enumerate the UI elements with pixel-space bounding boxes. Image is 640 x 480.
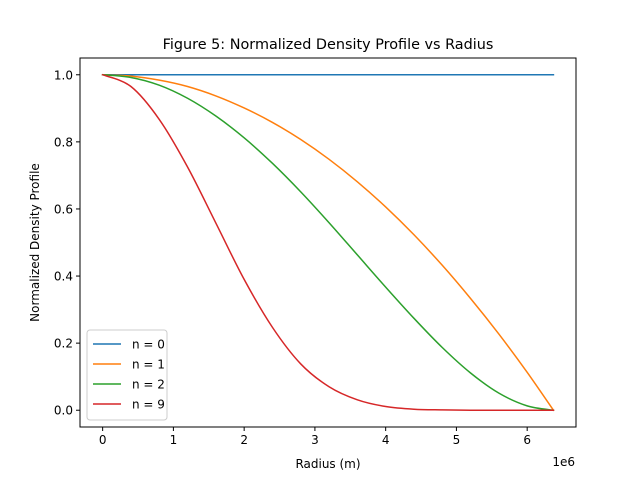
x-tick-label: 1: [170, 433, 178, 447]
x-axis-ticks: 0 1 2 3 4 5 6: [99, 427, 531, 447]
x-axis-label: Radius (m): [295, 457, 360, 471]
x-tick-label: 3: [311, 433, 319, 447]
x-tick-label: 2: [240, 433, 248, 447]
legend-box: [86, 329, 168, 421]
y-tick-label: 0.4: [54, 270, 73, 284]
series-line-2: [101, 73, 555, 412]
x-tick-label: 6: [523, 433, 531, 447]
y-tick-label: 0.8: [54, 135, 73, 149]
plot-lines: [101, 73, 555, 412]
series-line-3: [101, 73, 555, 412]
legend-label: n = 1: [132, 358, 165, 372]
y-tick-label: 0.6: [54, 202, 73, 216]
x-axis-offset-text: 1e6: [552, 455, 575, 469]
y-tick-label: 1.0: [54, 68, 73, 82]
chart-title: Figure 5: Normalized Density Profile vs …: [163, 37, 494, 53]
y-axis-ticks: 0.0 0.2 0.4 0.6 0.8 1.0: [54, 68, 80, 418]
y-axis-label: Normalized Density Profile: [28, 163, 42, 322]
y-tick-label: 0.2: [54, 337, 73, 351]
x-tick-label: 4: [382, 433, 390, 447]
legend: n = 0 n = 1 n = 2 n = 9: [86, 329, 168, 421]
x-tick-label: 0: [99, 433, 107, 447]
series-line-4: [101, 73, 555, 412]
x-tick-label: 5: [453, 433, 461, 447]
legend-label: n = 9: [132, 398, 165, 412]
legend-label: n = 2: [132, 378, 165, 392]
y-tick-label: 0.0: [54, 404, 73, 418]
plot-area-frame: [79, 57, 577, 428]
legend-label: n = 0: [132, 338, 165, 352]
